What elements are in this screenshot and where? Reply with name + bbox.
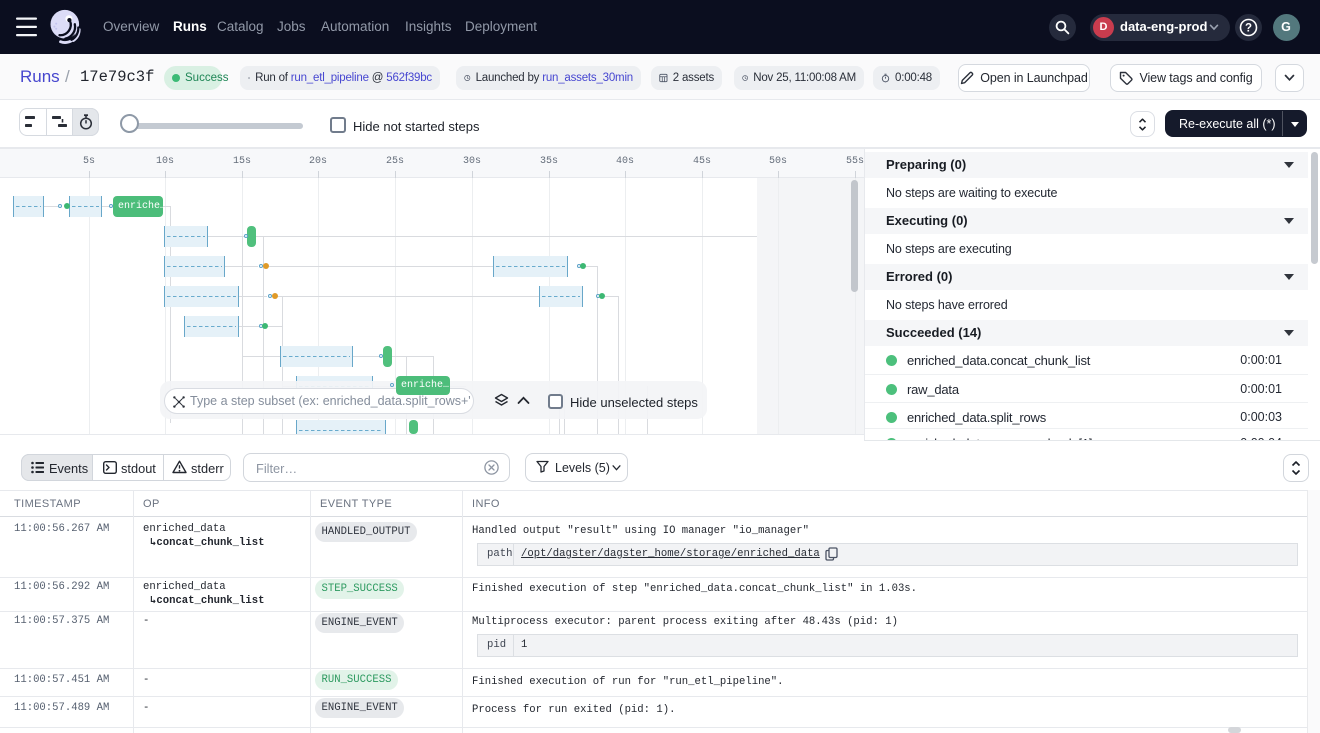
svg-text:?: ?	[1245, 22, 1252, 34]
